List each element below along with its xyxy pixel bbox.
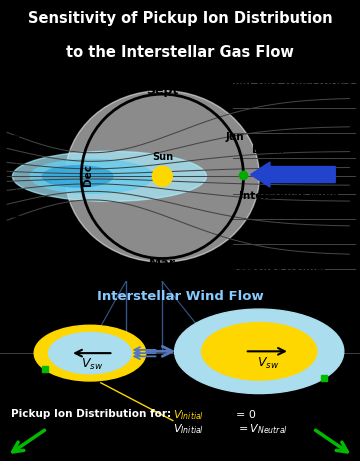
Ellipse shape xyxy=(12,151,206,201)
Text: = 0: = 0 xyxy=(236,410,256,420)
Circle shape xyxy=(34,325,146,381)
Ellipse shape xyxy=(42,165,113,187)
Text: $V_{Initial}$: $V_{Initial}$ xyxy=(173,423,204,437)
Text: to the Interstellar Gas Flow: to the Interstellar Gas Flow xyxy=(66,45,294,59)
Circle shape xyxy=(49,332,131,374)
Text: Sensitivity of Pickup Ion Distribution: Sensitivity of Pickup Ion Distribution xyxy=(28,11,332,26)
Text: Interstellar Wind: Interstellar Wind xyxy=(239,191,339,201)
Circle shape xyxy=(202,323,317,380)
Text: Sun: Sun xyxy=(152,152,173,162)
Text: Jun: Jun xyxy=(225,132,244,142)
Text: $= V_{Neutral}$: $= V_{Neutral}$ xyxy=(236,423,288,437)
Text: Gravitational Focus: Gravitational Focus xyxy=(9,78,123,88)
Text: Earth: Earth xyxy=(252,145,284,154)
Text: Sept: Sept xyxy=(146,84,179,97)
Text: Interstellar Helium: Interstellar Helium xyxy=(215,266,327,277)
Circle shape xyxy=(153,166,172,186)
Ellipse shape xyxy=(65,91,259,262)
Text: Pickup Ion Distribution for:: Pickup Ion Distribution for: xyxy=(11,409,171,419)
Text: $V_{sw}$: $V_{sw}$ xyxy=(81,357,103,372)
FancyArrow shape xyxy=(251,162,335,187)
Ellipse shape xyxy=(30,160,153,193)
Text: Dec: Dec xyxy=(82,164,93,185)
Text: Interstellar Wind Flow: Interstellar Wind Flow xyxy=(96,290,264,303)
Circle shape xyxy=(175,309,344,394)
Text: Interstellar Gas Trajectories: Interstellar Gas Trajectories xyxy=(187,78,352,88)
Text: Mar: Mar xyxy=(149,257,176,270)
Text: $V_{Initial}$: $V_{Initial}$ xyxy=(173,408,204,422)
Text: $V_{sw}$: $V_{sw}$ xyxy=(257,356,279,371)
